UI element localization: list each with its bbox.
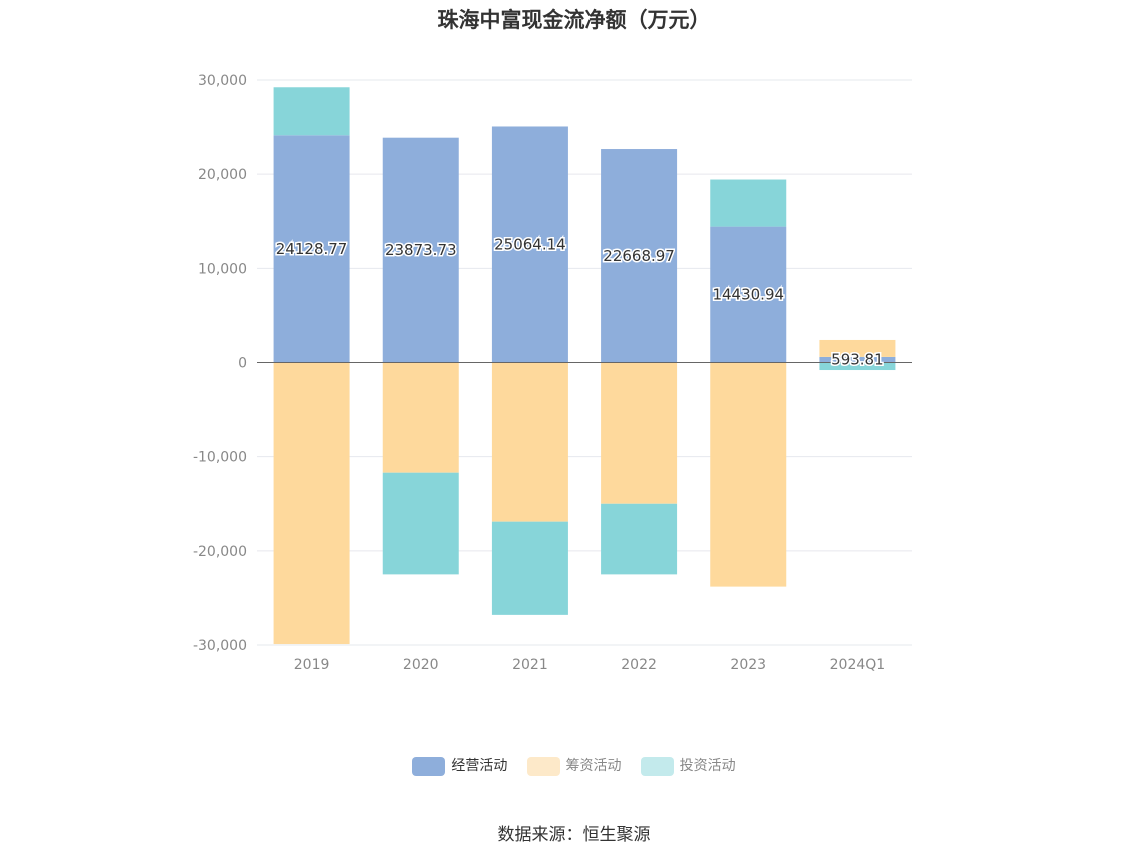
x-tick-label: 2024Q1 <box>830 657 886 673</box>
data-label: 22668.97 <box>603 247 675 265</box>
bar-2-2020[interactable] <box>382 472 459 575</box>
bar-2-2021[interactable] <box>491 521 568 615</box>
bar-2-2024Q1[interactable] <box>819 362 896 371</box>
bar-2-2023[interactable] <box>710 179 787 227</box>
legend-label-investing: 投资活动 <box>679 758 736 775</box>
legend-swatch-investing <box>640 756 674 776</box>
data-label: 25064.14 <box>494 235 566 253</box>
bar-0-2019[interactable] <box>273 135 350 363</box>
bar-0-2021[interactable] <box>491 126 568 363</box>
stacked-bar-chart: 30,000 20,000 10,000 0 -10,000 -20,000 -30,000… <box>193 73 912 673</box>
data-source: 数据来源：恒生聚源 <box>497 825 651 845</box>
legend-item-investing[interactable]: 投资活动 <box>640 755 736 776</box>
legend-swatch-operating <box>412 756 446 776</box>
bar-0-2024Q1[interactable] <box>819 356 896 363</box>
bar-1-2023[interactable] <box>710 362 787 587</box>
legend: 经营活动 筹资活动 投资活动 <box>0 755 1148 776</box>
data-label: 24128.77 <box>276 240 348 258</box>
legend-label-operating: 经营活动 <box>451 758 508 775</box>
bar-1-2021[interactable] <box>491 362 568 522</box>
data-label: 593.81 <box>831 351 884 369</box>
bar-0-2020[interactable] <box>382 137 459 363</box>
bar-1-2024Q1[interactable] <box>819 339 896 357</box>
bar-2-2022[interactable] <box>601 503 678 575</box>
bar-2-2019[interactable] <box>273 87 350 136</box>
y-tick-label: 20,000 <box>198 167 247 183</box>
legend-swatch-financing <box>526 756 560 776</box>
y-tick-label: -10,000 <box>193 450 247 466</box>
chart-title: 珠海中富现金流净额（万元） <box>437 8 711 32</box>
x-tick-label: 2022 <box>621 657 657 673</box>
x-tick-label: 2023 <box>730 657 766 673</box>
legend-item-financing[interactable]: 筹资活动 <box>526 755 622 776</box>
y-tick-label: -20,000 <box>193 544 247 560</box>
bar-1-2020[interactable] <box>382 362 459 473</box>
bar-1-2019[interactable] <box>273 362 350 645</box>
y-tick-label: -30,000 <box>193 638 247 654</box>
legend-item-operating[interactable]: 经营活动 <box>412 755 507 776</box>
bar-1-2022[interactable] <box>601 362 678 504</box>
bar-0-2022[interactable] <box>601 149 678 363</box>
y-tick-label: 10,000 <box>198 261 247 277</box>
bar-0-2023[interactable] <box>710 226 787 363</box>
y-tick-label: 0 <box>238 356 247 372</box>
data-label: 14430.94 <box>712 286 784 304</box>
legend-label-financing: 筹资活动 <box>565 758 622 775</box>
x-tick-label: 2020 <box>403 657 439 673</box>
data-label: 23873.73 <box>385 241 457 259</box>
x-tick-label: 2019 <box>294 657 330 673</box>
x-tick-label: 2021 <box>512 657 548 673</box>
y-tick-label: 30,000 <box>198 73 247 89</box>
